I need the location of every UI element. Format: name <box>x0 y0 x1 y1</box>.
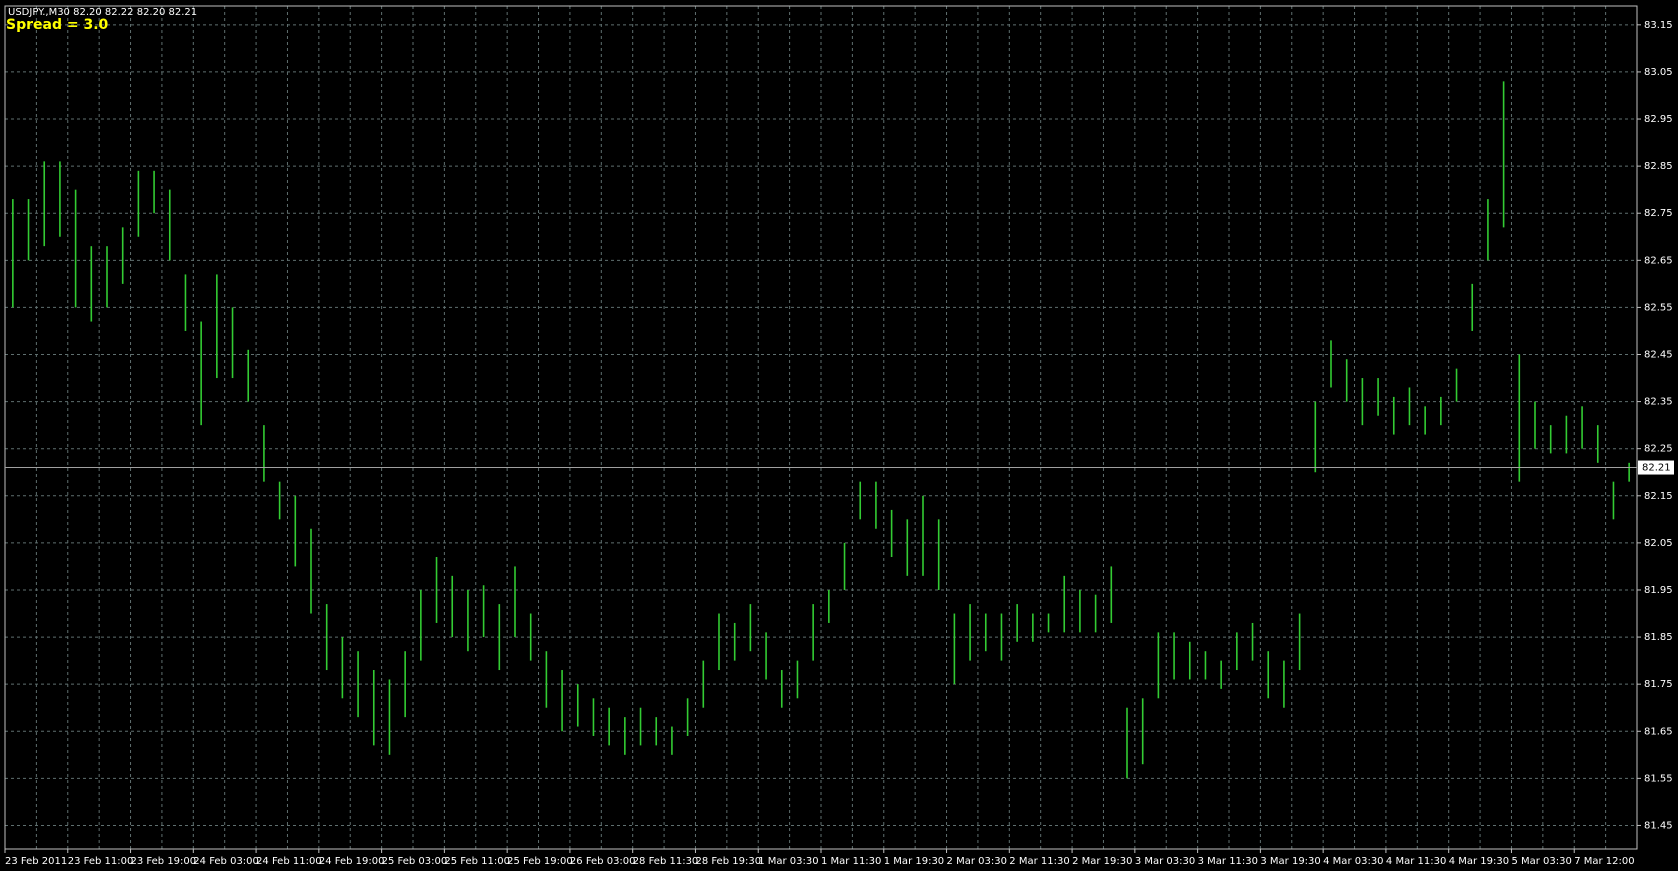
y-tick-label: 82.95 <box>1644 114 1673 125</box>
spread-label: Spread = 3.0 <box>6 17 109 33</box>
y-tick-label: 83.15 <box>1644 20 1673 31</box>
symbol-info: USDJPY.,M30 82.20 82.22 82.20 82.21 <box>8 7 197 18</box>
x-tick-label: 1 Mar 11:30 <box>821 856 881 867</box>
x-tick-label: 4 Mar 11:30 <box>1386 856 1446 867</box>
y-tick-label: 82.45 <box>1644 350 1673 361</box>
x-tick-label: 23 Feb 19:00 <box>131 856 197 867</box>
y-tick-label: 81.65 <box>1644 726 1673 737</box>
x-tick-label: 25 Feb 11:00 <box>444 856 510 867</box>
x-tick-label: 7 Mar 12:00 <box>1574 856 1634 867</box>
x-tick-label: 4 Mar 03:30 <box>1323 856 1383 867</box>
y-tick-label: 81.85 <box>1644 632 1673 643</box>
x-tick-label: 2 Mar 11:30 <box>1009 856 1069 867</box>
x-tick-label: 1 Mar 19:30 <box>884 856 944 867</box>
x-tick-label: 3 Mar 19:30 <box>1260 856 1320 867</box>
y-tick-label: 83.05 <box>1644 67 1673 78</box>
y-tick-label: 81.55 <box>1644 773 1673 784</box>
x-tick-label: 23 Feb 11:00 <box>68 856 134 867</box>
x-tick-label: 2 Mar 03:30 <box>947 856 1007 867</box>
current-price-label: 82.21 <box>1642 463 1671 474</box>
y-tick-label: 82.15 <box>1644 491 1673 502</box>
y-tick-label: 82.85 <box>1644 161 1673 172</box>
x-tick-label: 28 Feb 19:30 <box>695 856 761 867</box>
x-tick-label: 4 Mar 19:30 <box>1449 856 1509 867</box>
x-tick-label: 23 Feb 2011 <box>5 856 67 867</box>
x-tick-label: 24 Feb 11:00 <box>256 856 322 867</box>
x-tick-label: 25 Feb 19:00 <box>507 856 573 867</box>
y-tick-label: 82.75 <box>1644 208 1673 219</box>
x-tick-label: 24 Feb 03:00 <box>193 856 259 867</box>
current-price-box <box>1638 460 1674 475</box>
x-tick-label: 5 Mar 03:30 <box>1511 856 1571 867</box>
y-tick-label: 82.05 <box>1644 538 1673 549</box>
x-tick-label: 26 Feb 03:00 <box>570 856 636 867</box>
x-tick-label: 25 Feb 03:00 <box>382 856 448 867</box>
x-tick-label: 2 Mar 19:30 <box>1072 856 1132 867</box>
y-tick-label: 81.75 <box>1644 679 1673 690</box>
x-tick-label: 24 Feb 19:00 <box>319 856 385 867</box>
y-tick-label: 82.35 <box>1644 397 1673 408</box>
y-tick-label: 82.65 <box>1644 255 1673 266</box>
y-tick-label: 81.45 <box>1644 820 1673 831</box>
y-tick-label: 81.95 <box>1644 585 1673 596</box>
x-tick-label: 1 Mar 03:30 <box>758 856 818 867</box>
x-tick-label: 3 Mar 11:30 <box>1198 856 1258 867</box>
y-tick-label: 82.55 <box>1644 302 1673 313</box>
x-tick-label: 3 Mar 03:30 <box>1135 856 1195 867</box>
y-tick-label: 82.25 <box>1644 444 1673 455</box>
x-tick-label: 28 Feb 11:30 <box>633 856 699 867</box>
